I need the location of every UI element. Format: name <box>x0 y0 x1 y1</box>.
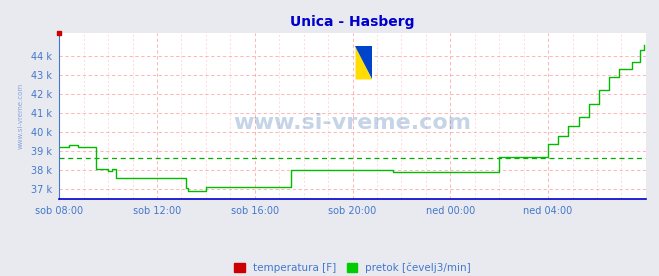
Legend: temperatura [F], pretok [čevelj3/min]: temperatura [F], pretok [čevelj3/min] <box>234 262 471 273</box>
Title: Unica - Hasberg: Unica - Hasberg <box>291 15 415 29</box>
Polygon shape <box>355 46 372 79</box>
Polygon shape <box>355 46 372 79</box>
Text: www.si-vreme.com: www.si-vreme.com <box>18 83 24 149</box>
Text: www.si-vreme.com: www.si-vreme.com <box>233 113 472 132</box>
